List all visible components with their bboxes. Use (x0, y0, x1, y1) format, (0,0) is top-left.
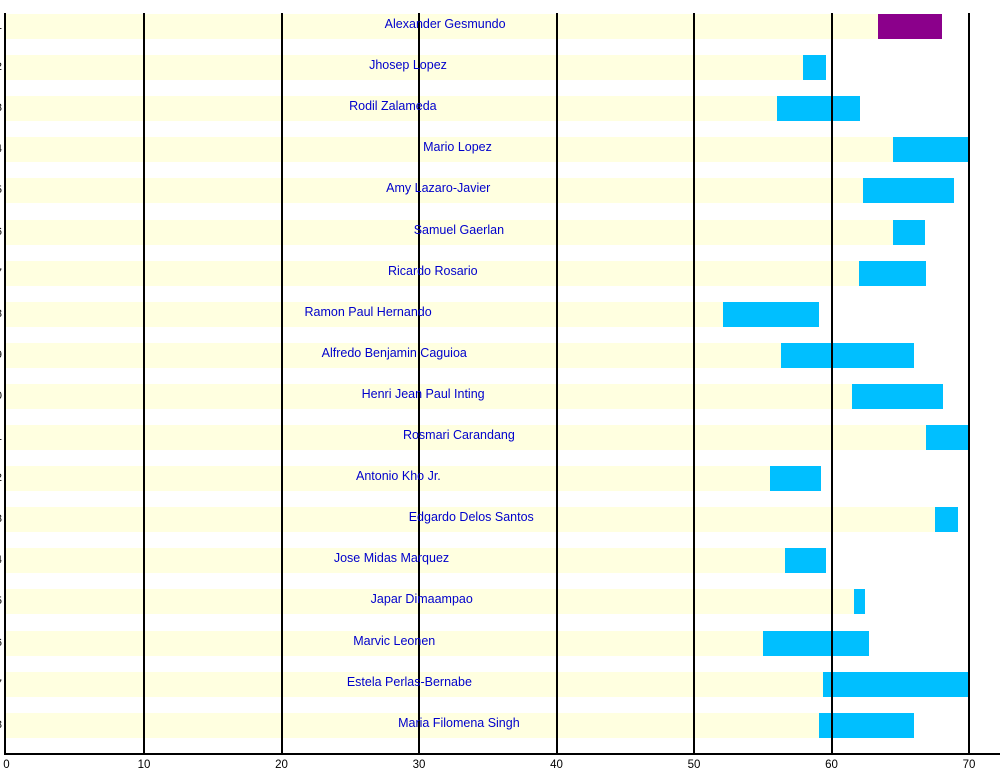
justice-name-label: Japar Dimaampao (370, 592, 473, 607)
x-tick-label: 0 (3, 759, 10, 771)
tenure-bar (926, 425, 969, 450)
row-number-label: 16 (0, 637, 2, 650)
row-number-label: 4 (0, 143, 2, 156)
row-number-label: 11 (0, 431, 2, 444)
justice-name-label: Alexander Gesmundo (384, 17, 506, 31)
tenure-bar (852, 383, 943, 409)
row-number-label: 17 (0, 678, 2, 691)
row-stripe (6, 55, 803, 81)
row-stripe (6, 671, 824, 697)
justice-name-label: Henri Jean Paul Inting (361, 386, 485, 401)
row-stripe (6, 630, 763, 656)
row-stripe (6, 96, 777, 122)
tenure-bar (859, 260, 927, 286)
justice-name-label: Rodil Zalameda (349, 99, 437, 114)
tenure-bar (819, 712, 914, 738)
x-tick-label: 40 (550, 759, 563, 771)
justice-name-label: Rosmari Carandang (402, 428, 515, 442)
row-number-label: 10 (0, 390, 2, 403)
row-number-label: 3 (0, 102, 2, 115)
x-gridline (968, 13, 970, 753)
row-number-label: 15 (0, 595, 2, 608)
justice-name-label: Jose Midas Marquez (333, 551, 450, 566)
x-gridline (418, 13, 420, 753)
row-stripe (6, 712, 820, 738)
row-stripe (6, 178, 864, 204)
row-stripe (6, 14, 879, 39)
x-gridline (280, 13, 283, 753)
tenure-bar (776, 96, 861, 122)
row-number-label: 13 (0, 513, 2, 526)
tenure-bar (784, 548, 826, 574)
justice-name-label: Maria Filomena Singh (398, 715, 520, 730)
row-number-label: 5 (0, 184, 2, 197)
tenure-bar (802, 55, 826, 81)
x-gridline (143, 13, 145, 753)
x-tick-label: 30 (412, 759, 426, 771)
row-stripe (6, 301, 723, 327)
tenure-bar (762, 630, 869, 656)
justice-name-label: Ricardo Rosario (387, 263, 478, 278)
x-tick-label: 70 (962, 759, 976, 771)
tenure-bar (722, 301, 820, 327)
tenure-bar (780, 342, 914, 368)
row-stripe (6, 219, 894, 245)
tenure-bar (769, 466, 821, 492)
justice-name-label: Samuel Gaerlan (413, 222, 505, 237)
tenure-bar (893, 137, 969, 163)
y-axis-line (4, 13, 6, 755)
row-number-label: 12 (0, 472, 2, 485)
justice-name-label: Ramon Paul Hernando (304, 304, 432, 319)
row-stripe (6, 589, 854, 615)
justice-name-label: Alfredo Benjamin Caguioa (321, 345, 467, 360)
justice-name-label: Edgardo Delos Santos (408, 510, 534, 525)
row-number-label: 8 (0, 308, 2, 321)
row-number-label: 7 (0, 267, 2, 280)
row-stripe (6, 507, 935, 533)
row-stripe (6, 342, 781, 368)
justice-name-label: Estela Perlas-Bernabe (346, 674, 472, 689)
x-gridline (693, 13, 695, 753)
row-stripe (6, 260, 859, 286)
row-number-label: 14 (0, 554, 2, 567)
row-number-label: 1 (0, 20, 2, 33)
chief-justice-tenure-bar (878, 14, 942, 39)
tenure-bar (893, 219, 925, 245)
row-stripe (6, 383, 853, 409)
tenure-bar (823, 671, 969, 697)
x-gridline (555, 13, 558, 753)
x-tick-label: 60 (825, 759, 838, 771)
justice-name-label: Jhosep Lopez (369, 58, 447, 73)
row-stripe (6, 425, 927, 450)
justice-name-label: Antonio Kho Jr. (355, 469, 441, 484)
row-number-label: 6 (0, 226, 2, 239)
x-tick-label: 50 (687, 759, 701, 771)
row-stripe (6, 548, 785, 574)
x-tick-label: 20 (275, 759, 288, 771)
row-number-label: 18 (0, 719, 2, 732)
tenure-bar (934, 507, 958, 533)
x-tick-label: 10 (137, 759, 151, 771)
x-axis-line (4, 753, 1000, 755)
tenure-bar (853, 589, 865, 615)
justice-name-label: Mario Lopez (423, 140, 492, 155)
x-gridline (830, 13, 833, 753)
row-stripe (6, 466, 770, 492)
row-stripe (6, 137, 894, 163)
justice-name-label: Amy Lazaro-Javier (386, 181, 491, 196)
tenure-bar (863, 178, 954, 204)
row-number-label: 2 (0, 61, 2, 74)
row-number-label: 9 (0, 349, 2, 362)
justice-name-label: Marvic Leonen (353, 633, 436, 648)
